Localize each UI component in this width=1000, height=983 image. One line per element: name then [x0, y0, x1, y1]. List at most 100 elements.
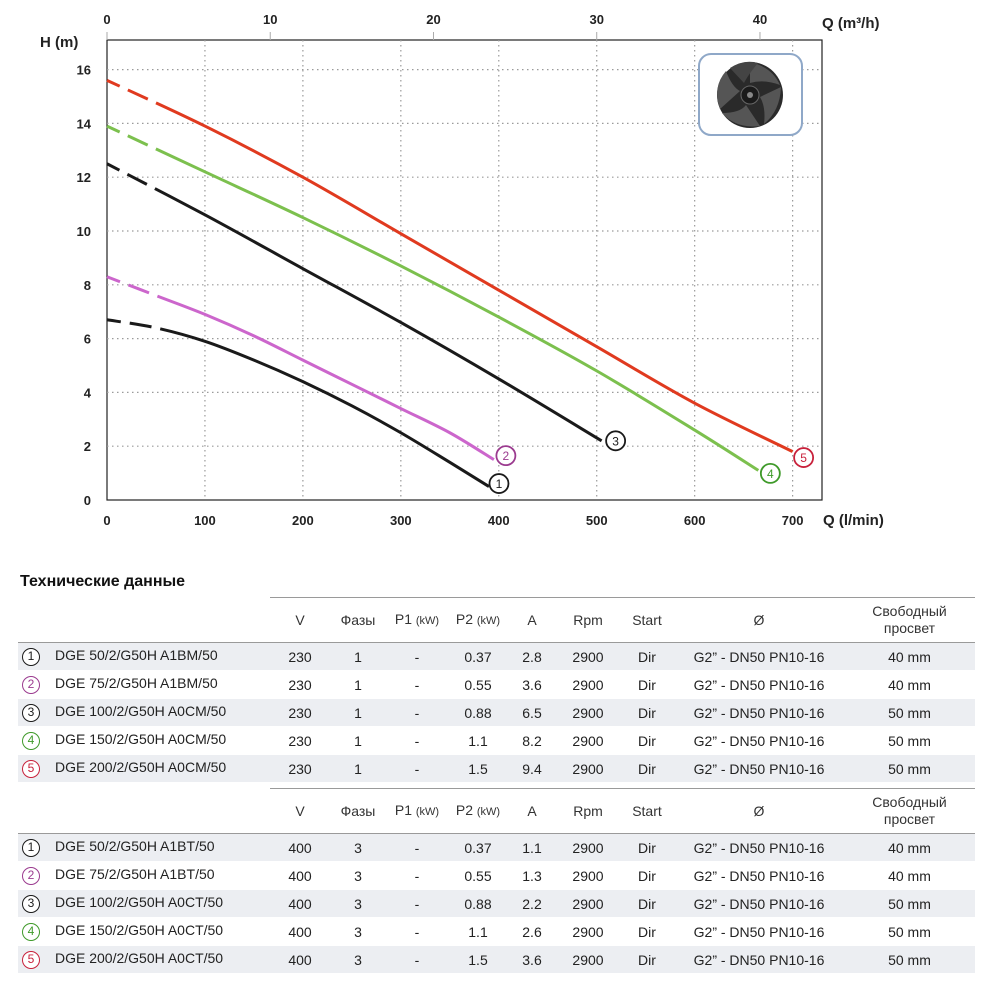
curve-number-badge: 1 — [22, 839, 40, 857]
cell-start: Dir — [620, 642, 674, 671]
cell-diam: G2” - DN50 PN10-16 — [674, 642, 844, 671]
cell-diam: G2” - DN50 PN10-16 — [693, 676, 825, 693]
header-blank — [18, 788, 270, 834]
cell-start: Dir — [620, 698, 674, 727]
cell-a: 2.6 — [522, 923, 542, 940]
cell-p2: 0.88 — [448, 698, 508, 727]
table-row: 3 DGE 100/2/G50H A0CT/50 400 3-0.88 2.2 2900 D… — [18, 889, 975, 918]
curve-number-badge: 3 — [22, 895, 40, 913]
series-4-group: 4 — [106, 124, 781, 484]
cell-a: 3.6 — [508, 945, 556, 974]
x2-axis-label: Q (m³/h) — [822, 15, 880, 32]
cell-rpm: 2900 — [556, 945, 620, 974]
cell-v: 230 — [288, 732, 312, 749]
cell-p2: 1.1 — [468, 923, 488, 940]
curve-number-badge: 4 — [22, 923, 40, 941]
x2-tick-label: 10 — [263, 12, 277, 27]
cell-diam: G2” - DN50 PN10-16 — [674, 889, 844, 918]
curve-number-badge: 2 — [22, 867, 40, 885]
cell-p1: - — [386, 698, 448, 727]
cell-clear: 50 mm — [888, 732, 931, 749]
y-axis-label: H (m) — [40, 34, 78, 51]
cell-diam: G2” - DN50 PN10-16 — [674, 833, 844, 862]
cell-start: Dir — [638, 732, 656, 749]
cell-rpm: 2900 — [556, 754, 620, 783]
model-name: DGE 100/2/G50H A0CT/50 — [55, 894, 224, 910]
x-tick-label: 500 — [586, 513, 608, 528]
header-p2: P2 (kW) — [448, 788, 508, 834]
cell-clear: 50 mm — [844, 889, 975, 918]
cell-p1: - — [414, 867, 420, 884]
header-v: V — [270, 788, 330, 834]
header-a: A — [508, 597, 556, 643]
cell-phases: 1 — [330, 642, 386, 671]
cell-phases: 1 — [330, 754, 386, 783]
cell-v: 400 — [288, 923, 312, 940]
header-phases: Фазы — [330, 788, 386, 834]
header-blank — [18, 597, 270, 643]
model-name: DGE 150/2/G50H A0CT/50 — [55, 922, 224, 938]
table-row: 1 DGE 50/2/G50H A1BT/50 400 3-0.37 1.1 2900 Di… — [18, 833, 975, 862]
cell-phases: 1 — [330, 698, 386, 727]
series-2-line — [106, 275, 495, 461]
series-4-label: 4 — [767, 467, 774, 481]
cell-clear: 50 mm — [844, 698, 975, 727]
cell-p2: 1.5 — [448, 754, 508, 783]
cell-p1: - — [386, 754, 448, 783]
model-cell: 5 DGE 200/2/G50H A0CT/50 — [18, 945, 270, 974]
curve-number-badge: 2 — [22, 676, 40, 694]
y-tick-label: 10 — [77, 224, 91, 239]
cell-v: 400 — [270, 833, 330, 862]
series-5-line — [106, 78, 794, 453]
table-row: 2 DGE 75/2/G50H A1BT/50 400 3 - 0.55 1.3 2900 Di… — [18, 862, 975, 890]
cell-phases: 3 — [330, 945, 386, 974]
curve-number-badge: 5 — [22, 760, 40, 778]
cell-a: 6.5 — [508, 698, 556, 727]
x2-tick-label: 40 — [753, 12, 767, 27]
cell-phases: 1 — [354, 732, 362, 749]
series-3-group: 3 — [106, 162, 627, 452]
header-p2: P2 (kW) — [448, 597, 508, 643]
cell-rpm: 2900 — [556, 698, 620, 727]
y-tick-label: 12 — [77, 170, 91, 185]
cell-clear: 40 mm — [844, 833, 975, 862]
model-name: DGE 75/2/G50H A1BT/50 — [55, 866, 215, 882]
x-tick-label: 300 — [390, 513, 412, 528]
model-cell: 4 DGE 150/2/G50H A0CM/50 — [18, 727, 270, 755]
table-row: 5 DGE 200/2/G50H A0CT/50 400 3-1.5 3.6 2900 Di… — [18, 945, 975, 974]
series-3-line — [106, 162, 603, 443]
table-body: 1 DGE 50/2/G50H A1BM/50 230 1-0.37 2.8 2900 Di… — [18, 642, 975, 783]
header-clearance: Свободный просвет — [844, 597, 975, 643]
y-tick-label: 4 — [84, 385, 92, 400]
cell-a: 9.4 — [508, 754, 556, 783]
curve-number-badge: 1 — [22, 648, 40, 666]
cell-v: 400 — [270, 945, 330, 974]
cell-a: 2.2 — [508, 889, 556, 918]
cell-clear: 40 mm — [888, 676, 931, 693]
curve-number-badge: 4 — [22, 732, 40, 750]
cell-p2: 1.1 — [468, 732, 488, 749]
model-cell: 1 DGE 50/2/G50H A1BT/50 — [18, 833, 270, 862]
model-name: DGE 50/2/G50H A1BT/50 — [55, 838, 215, 854]
curves: 12 3 4 5 — [106, 78, 815, 494]
cell-a: 2.8 — [508, 642, 556, 671]
series-1-badge — [488, 473, 510, 494]
cell-start: Dir — [638, 867, 656, 884]
model-cell: 2 DGE 75/2/G50H A1BT/50 — [18, 862, 270, 890]
table-row: 4 DGE 150/2/G50H A0CT/50 400 3 - 1.1 2.6 2900 Di… — [18, 918, 975, 946]
cell-p2: 0.55 — [464, 676, 492, 693]
cell-rpm: 2900 — [572, 732, 604, 749]
header-rpm: Rpm — [556, 788, 620, 834]
x-tick-label: 400 — [488, 513, 510, 528]
curve-number-badge: 5 — [22, 951, 40, 969]
series-4-badge — [759, 463, 781, 484]
model-name: DGE 100/2/G50H A0CM/50 — [55, 703, 227, 719]
table-header-row: V Фазы P1 (kW) P2 (kW) A Rpm Start Ø Сво… — [18, 788, 975, 834]
header-clearance: Свободный просвет — [844, 788, 975, 834]
cell-p1: - — [386, 833, 448, 862]
cell-phases: 1 — [354, 676, 362, 693]
cell-phases: 3 — [354, 923, 362, 940]
series-2-badge — [495, 445, 517, 467]
